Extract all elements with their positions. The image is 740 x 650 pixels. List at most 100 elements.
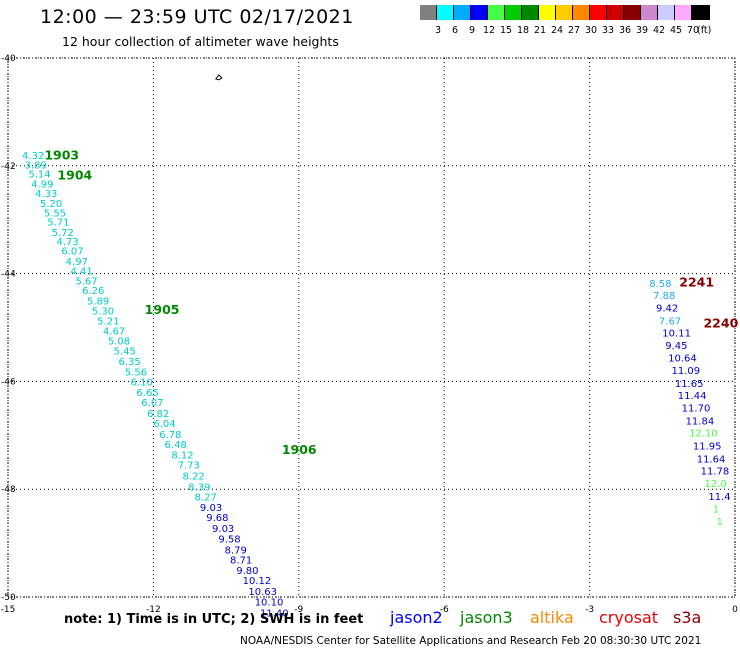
lat-tick-label: -50 bbox=[1, 593, 16, 603]
swh-value: 5.56 bbox=[125, 367, 147, 378]
legend-label: 24 bbox=[550, 25, 564, 36]
legend-swatch bbox=[488, 5, 505, 20]
swh-value: 5.67 bbox=[75, 276, 97, 287]
swh-value: 5.45 bbox=[114, 346, 136, 357]
swh-value: 9.58 bbox=[218, 535, 240, 546]
lon-tick-label: -3 bbox=[585, 605, 594, 615]
legend-swatch bbox=[522, 5, 539, 20]
legend-swatch bbox=[641, 5, 658, 20]
swh-value: 8.79 bbox=[225, 545, 247, 556]
legend-swatch bbox=[692, 5, 709, 20]
legend-label: 15 bbox=[499, 25, 513, 36]
swh-value: 6.04 bbox=[153, 419, 175, 430]
legend-swatch bbox=[658, 5, 675, 20]
credit-line: NOAA/NESDIS Center for Satellite Applica… bbox=[240, 635, 702, 647]
pass-label: 1904 bbox=[57, 167, 92, 182]
legend-label: 30 bbox=[584, 25, 598, 36]
legend-label: 3 bbox=[434, 25, 442, 36]
legend-label: 42 bbox=[652, 25, 666, 36]
page-title: 12:00 — 23:59 UTC 02/17/2021 bbox=[40, 6, 354, 28]
pass-label: 1906 bbox=[282, 442, 317, 457]
legend-label: 18 bbox=[516, 25, 530, 36]
pass-label: 1905 bbox=[145, 302, 180, 317]
swh-value: 9.80 bbox=[236, 566, 258, 577]
pass-label: 1903 bbox=[44, 147, 79, 162]
swh-value: 5.20 bbox=[40, 199, 62, 210]
legend-swatch bbox=[454, 5, 471, 20]
swh-value: 5.08 bbox=[108, 337, 130, 348]
legend-label: 9 bbox=[468, 25, 476, 36]
swh-value: 5.89 bbox=[87, 296, 109, 307]
lat-tick-label: -44 bbox=[1, 270, 16, 280]
swh-value: 6.48 bbox=[165, 440, 187, 451]
lon-tick-label: -15 bbox=[1, 605, 16, 615]
swh-value: 8.39 bbox=[188, 482, 210, 493]
swh-value: 4.67 bbox=[103, 327, 125, 338]
swh-value: 11.95 bbox=[693, 441, 722, 452]
swh-value: 10.64 bbox=[668, 353, 697, 364]
swh-value: 1 bbox=[713, 504, 719, 515]
legend-label: 21 bbox=[533, 25, 547, 36]
swh-value: 8.71 bbox=[230, 556, 252, 567]
legend-swatch bbox=[675, 5, 692, 20]
swh-value: 6.26 bbox=[82, 286, 104, 297]
lat-tick-label: -46 bbox=[1, 377, 16, 387]
swh-value: 11.40 bbox=[260, 608, 289, 619]
island-outline bbox=[215, 74, 223, 81]
swh-value: 6.82 bbox=[147, 409, 169, 420]
legend-label: 36 bbox=[618, 25, 632, 36]
swh-value: 11.65 bbox=[675, 379, 704, 390]
swh-value: 9.68 bbox=[206, 513, 228, 524]
swh-value: 8.12 bbox=[171, 450, 193, 461]
lon-tick-label: -9 bbox=[294, 605, 303, 615]
swh-value: 6.10 bbox=[131, 378, 153, 389]
swh-value: 10.10 bbox=[255, 598, 284, 609]
legend-swatch bbox=[573, 5, 590, 20]
legend-swatch bbox=[471, 5, 488, 20]
legend-swatch bbox=[505, 5, 522, 20]
swh-value: 5.55 bbox=[44, 208, 66, 219]
satellite-jason3: jason3 bbox=[460, 608, 513, 627]
satellite-altika: altika bbox=[530, 608, 574, 627]
swh-value: 6.35 bbox=[119, 357, 141, 368]
swh-value: 10.12 bbox=[243, 576, 272, 587]
swh-value: 8.22 bbox=[182, 471, 204, 482]
legend-unit: (ft) bbox=[697, 25, 712, 36]
pass-label: 2240 bbox=[703, 316, 738, 331]
swh-value: 5.30 bbox=[92, 307, 114, 318]
legend-swatch bbox=[437, 5, 454, 20]
swh-value: 11.78 bbox=[701, 467, 730, 478]
legend-label: 12 bbox=[482, 25, 496, 36]
legend-label: 39 bbox=[635, 25, 649, 36]
swh-value: 9.03 bbox=[212, 524, 234, 535]
satellite-jason2: jason2 bbox=[390, 608, 443, 627]
swh-value: 12.10 bbox=[689, 428, 718, 439]
swh-value: 9.42 bbox=[656, 303, 678, 314]
legend-swatch bbox=[624, 5, 641, 20]
swh-value: 8.27 bbox=[195, 493, 217, 504]
satellite-s3a: s3a bbox=[673, 608, 702, 627]
swh-value: 1 bbox=[717, 517, 723, 528]
swh-value: 9.45 bbox=[665, 341, 687, 352]
swh-value: 6.78 bbox=[159, 430, 181, 441]
swh-value: 10.11 bbox=[662, 329, 691, 340]
lat-tick-label: -42 bbox=[1, 162, 16, 172]
swh-value: 11.84 bbox=[686, 417, 715, 428]
swh-value: 7.88 bbox=[653, 291, 675, 302]
lon-tick-label: -12 bbox=[146, 605, 161, 615]
lat-tick-label: -40 bbox=[1, 54, 16, 64]
swh-value: 5.72 bbox=[52, 228, 74, 239]
swh-value: 4.33 bbox=[35, 189, 57, 200]
page-subtitle: 12 hour collection of altimeter wave hei… bbox=[62, 34, 339, 49]
lon-tick-label: 0 bbox=[732, 605, 738, 615]
footnote: note: 1) Time is in UTC; 2) SWH is in fe… bbox=[64, 612, 364, 627]
satellite-cryosat: cryosat bbox=[599, 608, 659, 627]
legend-label: 70 bbox=[686, 25, 700, 36]
legend-swatch bbox=[539, 5, 556, 20]
legend-label: 27 bbox=[567, 25, 581, 36]
swh-value: 8.58 bbox=[649, 279, 671, 290]
swh-value: 9.03 bbox=[200, 503, 222, 514]
swh-value: 10.63 bbox=[248, 587, 277, 598]
legend-swatch bbox=[420, 5, 437, 20]
swh-value: 3.89 bbox=[24, 160, 46, 171]
